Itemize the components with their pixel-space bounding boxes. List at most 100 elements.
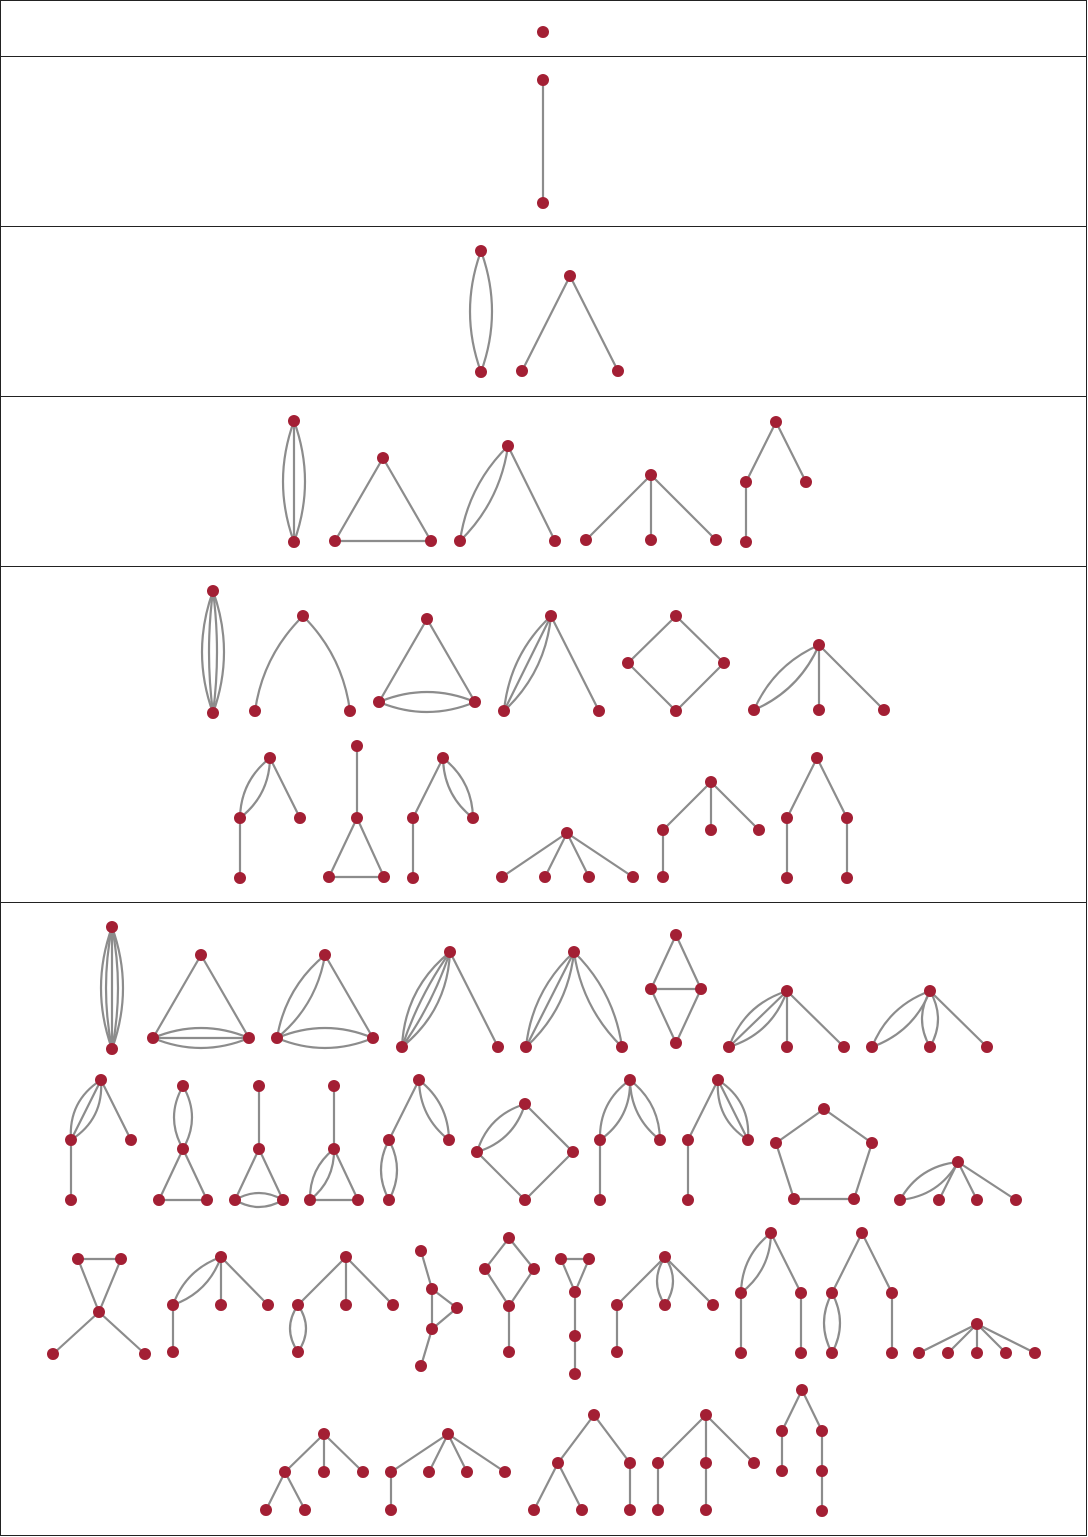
node [425,535,437,547]
edge [956,1160,979,1202]
edge [483,1267,511,1308]
edge [739,1231,773,1295]
edge [97,1257,123,1314]
graph-6-9 [65,1074,137,1206]
edge [626,661,678,713]
node [616,1041,628,1053]
node [776,1425,788,1437]
edge [917,1322,979,1355]
node [467,812,479,824]
node [735,1287,747,1299]
edge [69,1078,103,1142]
edge [151,1026,251,1040]
node [502,440,514,452]
node [499,1466,511,1478]
node [583,1253,595,1265]
edge [523,1102,575,1154]
edge [898,1160,960,1202]
node [971,1194,983,1206]
node [841,812,853,824]
node [125,1134,137,1146]
node [262,1299,274,1311]
graph-row-1 [537,26,549,38]
node [624,1504,636,1516]
graph-6-1 [99,921,125,1055]
node [645,469,657,481]
edge [956,1160,1018,1202]
node [561,827,573,839]
edge [739,1231,773,1295]
node [594,1194,606,1206]
edge [649,933,678,991]
edge [417,1078,451,1142]
edge [377,690,477,704]
edge [870,989,932,1049]
node [659,1251,671,1263]
graph-row-5 [200,585,890,884]
node [894,1194,906,1206]
edge [268,756,302,820]
graph-6-15 [594,1074,666,1206]
node [299,1504,311,1516]
node [215,1251,227,1263]
edge [110,925,125,1051]
edge [151,1036,251,1050]
graph-6-8 [866,985,993,1053]
node [229,1194,241,1206]
node [65,1134,77,1146]
graph-6-30 [385,1428,511,1516]
node [328,1143,340,1155]
node [580,534,592,546]
node [622,657,634,669]
edge [592,1413,632,1465]
node [657,824,669,836]
edge [411,756,445,820]
graph-6-19 [47,1253,151,1360]
edge [281,419,296,544]
edge [774,420,808,484]
node [373,696,385,708]
edge [344,1255,395,1307]
node [115,1253,127,1265]
edge [709,780,761,832]
edge [479,249,494,374]
node [318,1466,330,1478]
edge [704,1413,756,1465]
node [383,1134,395,1146]
node [264,752,276,764]
node [816,1425,828,1437]
edge [727,989,789,1049]
node [654,1134,666,1146]
edge [649,473,718,542]
node [826,1287,838,1299]
edge [549,614,601,713]
node [567,1146,579,1158]
node [475,366,487,378]
edge [322,1432,365,1474]
edge [400,950,452,1049]
node [924,985,936,997]
row-frame-3 [0,226,1087,397]
edge [417,1078,451,1142]
edge [780,1388,804,1433]
edge [379,1138,391,1202]
node [443,1134,455,1146]
edge [524,950,576,1049]
graph-6-10 [153,1080,213,1206]
node [670,1037,682,1049]
edge [584,473,653,542]
node [765,1227,777,1239]
node [813,704,825,716]
node [700,1409,712,1421]
node [413,1074,425,1086]
node [249,705,261,717]
node [72,1253,84,1265]
node [781,812,793,824]
edge [769,1231,803,1295]
edge [523,1150,575,1202]
node [549,535,561,547]
node [201,1194,213,1206]
edge [387,1078,421,1142]
edge [181,1084,193,1151]
